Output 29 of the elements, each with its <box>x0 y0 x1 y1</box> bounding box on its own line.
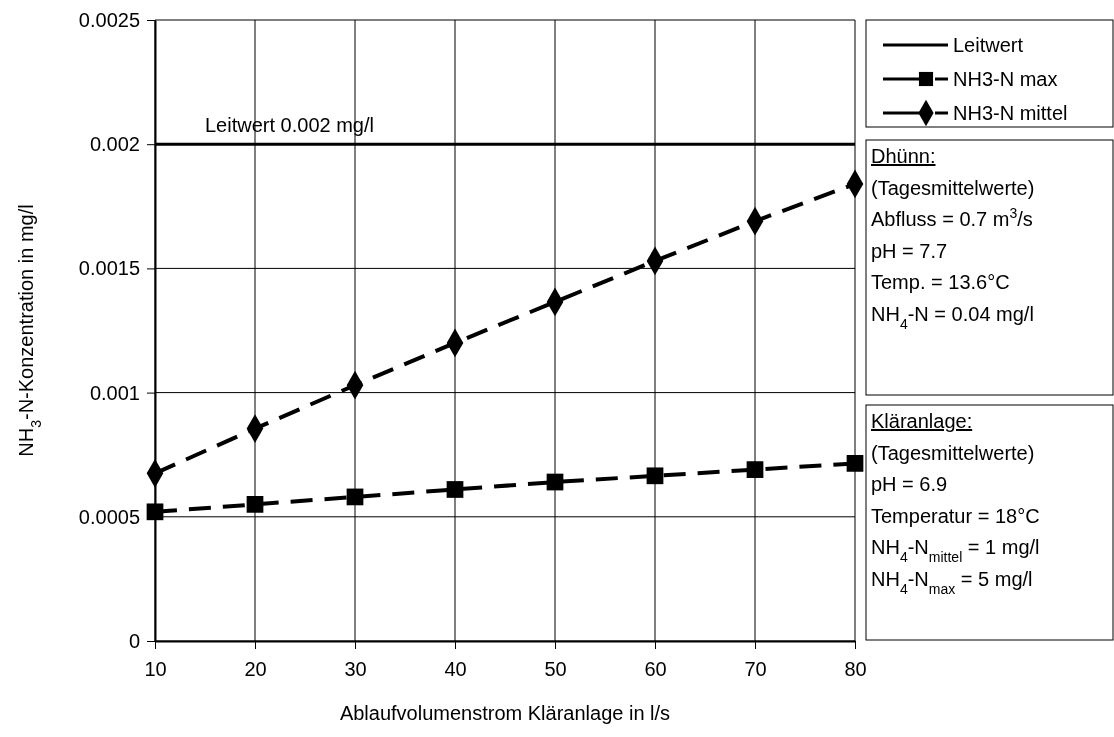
x-tick-label: 70 <box>744 658 767 680</box>
point <box>646 467 664 485</box>
y-tick-label: 0.002 <box>89 133 140 156</box>
x-tick-label: 80 <box>844 658 867 680</box>
x-tick-label: 60 <box>644 658 667 680</box>
point <box>346 488 364 506</box>
legend-label: NH3-N mittel <box>953 102 1068 124</box>
y-tick-label: 0.001 <box>89 381 140 404</box>
point <box>446 481 464 498</box>
point <box>746 461 764 478</box>
legend-label: Leitwert <box>953 34 1024 56</box>
x-tick-label: 40 <box>444 658 467 680</box>
point <box>246 496 264 513</box>
x-tick-label: 50 <box>544 658 567 680</box>
y-tick-label: 0 <box>128 629 140 652</box>
point <box>546 473 564 491</box>
text: Dhünn: (Tagesmittelwerte) Abfluss = 0.7 m$^{3}$/s pH = 7.7 Temp. = 13.6°C NH$_{4}$-N = 0.04 mg/l <box>871 145 1035 332</box>
y-tick-label: 0.0005 <box>78 505 140 528</box>
x-axis-title: Ablaufvolumenstrom Kläranlage in l/s <box>339 702 671 724</box>
y-tick-label: 0.0015 <box>78 257 140 280</box>
point <box>146 503 164 521</box>
x-tick-label: 30 <box>344 658 367 680</box>
text: Kläranlage: (Tagesmittelwerte) pH = 6.9 Temperatur = 18°C NH$_{4}$-N$_{mittel}$ = 1 mg/l NH$_{4}$-N$_{max}$ = 5 mg/l <box>871 410 1040 597</box>
x-tick-label: 10 <box>144 658 167 680</box>
x-tick-label: 20 <box>244 658 267 680</box>
annotation: Leitwert 0.002 mg/l <box>205 114 374 137</box>
y-tick-label: 0.0025 <box>78 8 140 31</box>
point <box>846 455 864 472</box>
legend-label: NH3-N max <box>953 68 1058 90</box>
